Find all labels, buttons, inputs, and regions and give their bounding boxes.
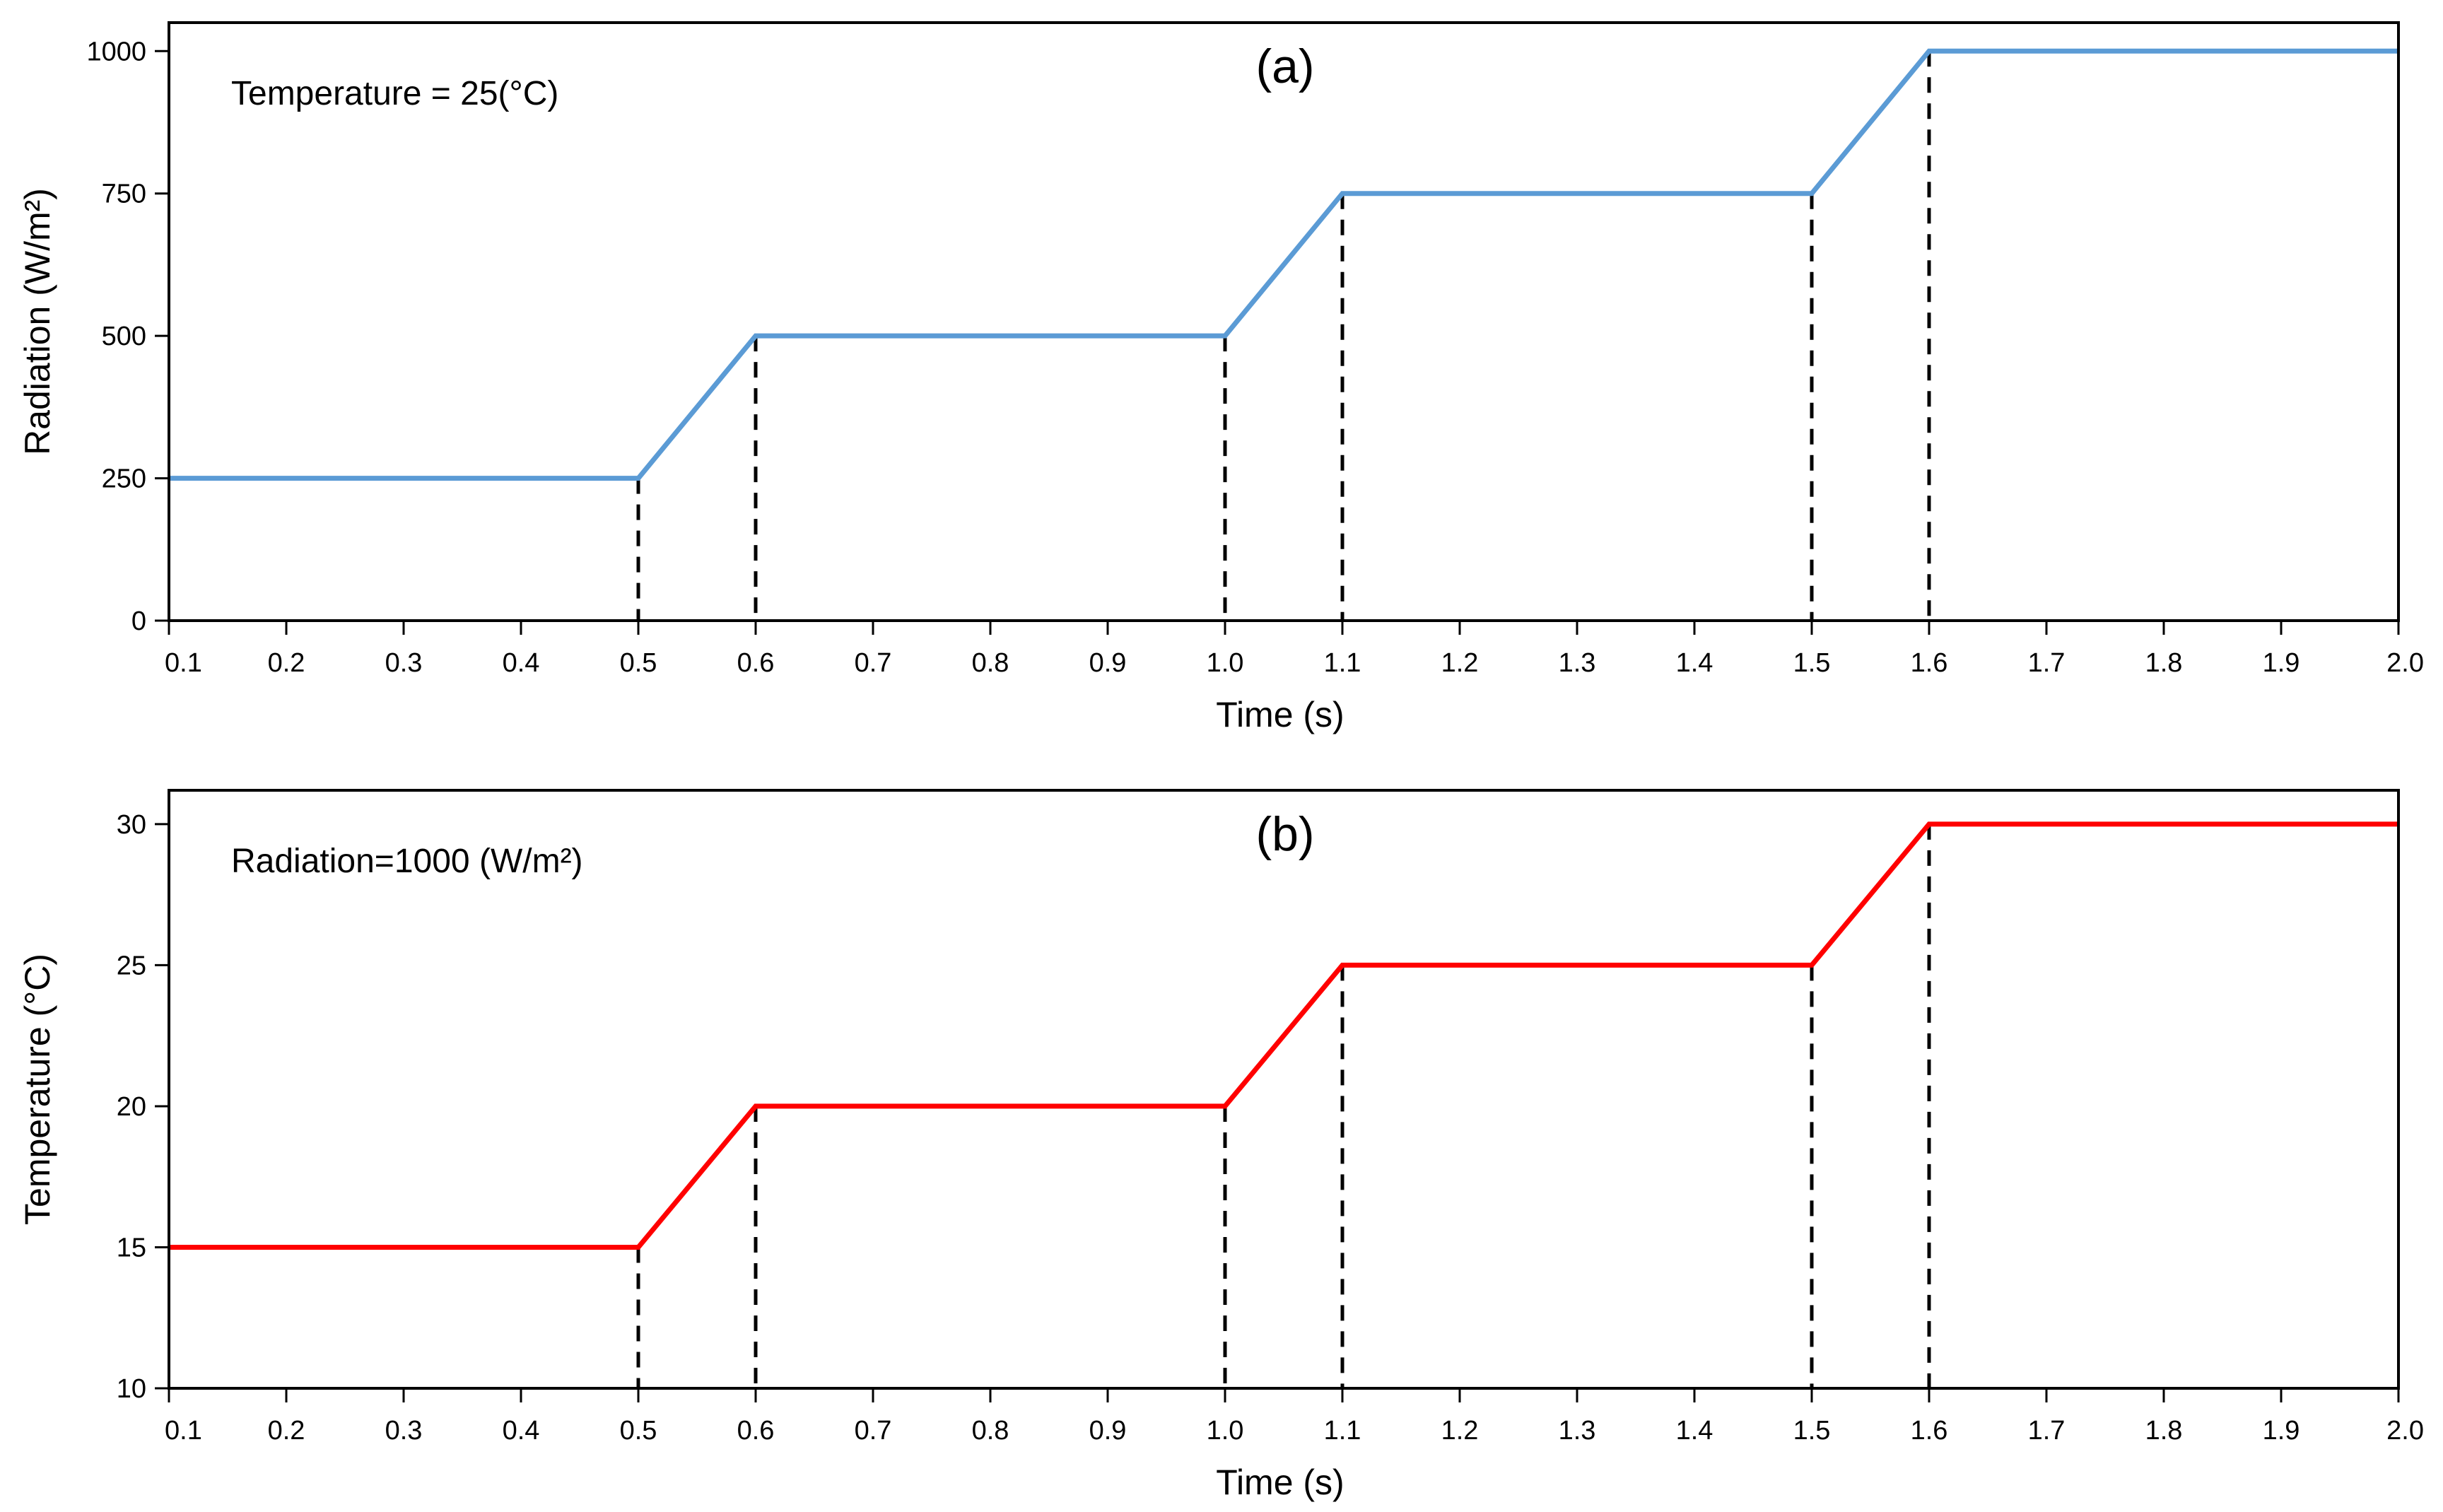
y-tick-label: 1000 bbox=[86, 37, 146, 66]
x-tick-label: 1.1 bbox=[1324, 1416, 1361, 1446]
series-line-radiation bbox=[169, 48, 2398, 481]
x-tick-label: 2.0 bbox=[2386, 1416, 2424, 1446]
x-tick-label: 0.1 bbox=[165, 1416, 202, 1446]
x-tick-label: 1.9 bbox=[2263, 1416, 2300, 1446]
x-tick-label: 1.0 bbox=[1207, 648, 1244, 678]
plot-frame bbox=[168, 21, 2400, 622]
y-tick-label: 15 bbox=[117, 1233, 146, 1262]
x-tick-label: 0.9 bbox=[1089, 648, 1127, 678]
x-tick-label: 0.9 bbox=[1089, 1416, 1127, 1446]
x-tick-label: 1.4 bbox=[1676, 648, 1713, 678]
x-tick-label: 0.6 bbox=[737, 648, 775, 678]
y-tick-label: 25 bbox=[117, 951, 146, 980]
x-tick-label: 0.5 bbox=[620, 1416, 657, 1446]
x-tick-label: 2.0 bbox=[2386, 648, 2424, 678]
x-tick-label: 1.8 bbox=[2145, 1416, 2183, 1446]
x-tick-label: 0.8 bbox=[972, 1416, 1009, 1446]
x-tick-label: 0.6 bbox=[737, 1416, 775, 1446]
condition-annotation: Temperature = 25(°C) bbox=[231, 75, 558, 112]
x-axis-label: Time (s) bbox=[1216, 1463, 1344, 1502]
x-tick-label: 0.7 bbox=[855, 1416, 892, 1446]
x-tick-label: 1.8 bbox=[2145, 648, 2183, 678]
chart-panel-b: 0.1 0.2 0.3 0.4 0.5 0.6 0.7 0.8 0.9 1.0 1.1 1.2 1.3 1… bbox=[18, 789, 2424, 1502]
series-line-temperature bbox=[169, 821, 2398, 1250]
x-tick-label: 0.4 bbox=[503, 1416, 540, 1446]
x-tick-label: 1.3 bbox=[1559, 1416, 1596, 1446]
y-tick-label: 30 bbox=[117, 810, 146, 840]
y-tick-label: 250 bbox=[102, 464, 146, 494]
y-axis-label: Radiation (W/m²) bbox=[18, 188, 57, 455]
x-tick-label: 1.1 bbox=[1324, 648, 1361, 678]
x-tick-label: 1.7 bbox=[2028, 648, 2066, 678]
x-tick-label: 1.2 bbox=[1441, 1416, 1479, 1446]
x-tick-label: 0.3 bbox=[385, 648, 423, 678]
x-tick-label: 0.4 bbox=[503, 648, 540, 678]
x-tick-label: 0.5 bbox=[620, 648, 657, 678]
x-tick-label: 1.4 bbox=[1676, 1416, 1713, 1446]
x-tick-label: 1.6 bbox=[1911, 1416, 1948, 1446]
x-tick-label: 1.2 bbox=[1441, 648, 1479, 678]
x-tick-label: 1.5 bbox=[1793, 1416, 1831, 1446]
x-tick-label: 1.9 bbox=[2263, 648, 2300, 678]
x-tick-label: 0.1 bbox=[165, 648, 202, 678]
x-tick-label: 0.2 bbox=[268, 1416, 305, 1446]
x-tick-label: 1.7 bbox=[2028, 1416, 2066, 1446]
y-axis-label: Temperature (°C) bbox=[18, 954, 57, 1225]
x-tick-label: 0.2 bbox=[268, 648, 305, 678]
x-tick-label: 1.6 bbox=[1911, 648, 1948, 678]
x-tick-label: 0.8 bbox=[972, 648, 1009, 678]
x-tick-label: 1.0 bbox=[1207, 1416, 1244, 1446]
x-tick-label: 0.3 bbox=[385, 1416, 423, 1446]
x-axis-label: Time (s) bbox=[1216, 695, 1344, 734]
y-tick-label: 10 bbox=[117, 1374, 146, 1404]
chart-panel-a: 0.1 0.2 0.3 0.4 0.5 0.6 0.7 0.8 0.9 1.0 1.1 1.2 1.3 1… bbox=[18, 21, 2424, 734]
x-tick-label: 1.3 bbox=[1559, 648, 1596, 678]
panel-label: (b) bbox=[1255, 807, 1314, 861]
y-tick-label: 0 bbox=[131, 606, 146, 636]
plot-frame bbox=[168, 789, 2400, 1390]
condition-annotation: Radiation=1000 (W/m²) bbox=[231, 843, 583, 880]
x-tick-label: 0.7 bbox=[855, 648, 892, 678]
y-tick-label: 750 bbox=[102, 180, 146, 209]
y-tick-label: 20 bbox=[117, 1092, 146, 1122]
panel-label: (a) bbox=[1255, 40, 1314, 93]
y-tick-label: 500 bbox=[102, 322, 146, 351]
x-tick-label: 1.5 bbox=[1793, 648, 1831, 678]
